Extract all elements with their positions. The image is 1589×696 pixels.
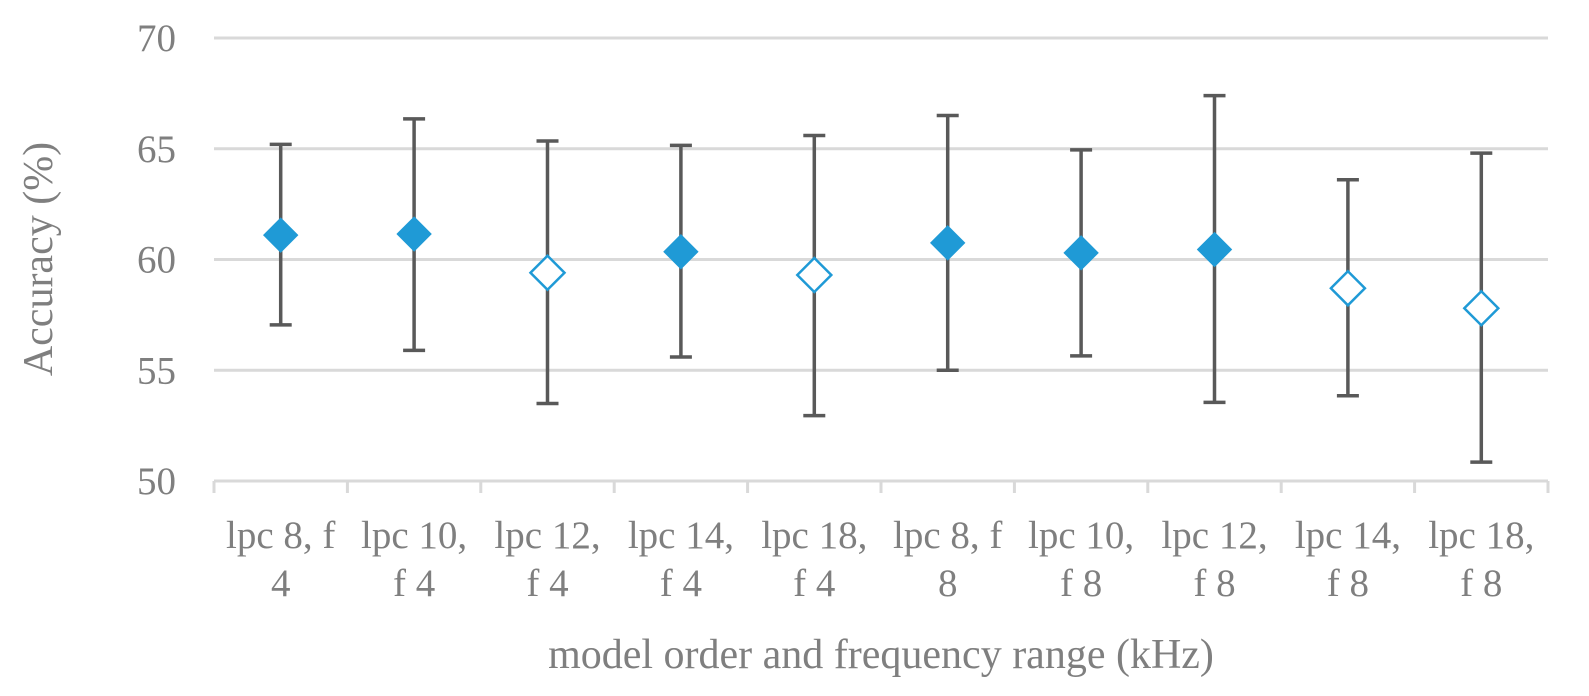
- data-point-filled: [1063, 235, 1099, 271]
- data-point-hollow: [528, 254, 567, 292]
- x-tick-label: lpc 18, f 8: [1428, 514, 1534, 605]
- data-point-filled: [262, 217, 299, 253]
- y-tick-label: 55: [137, 349, 176, 392]
- y-tick-label: 50: [137, 460, 176, 503]
- gridlines: [214, 36, 1548, 372]
- data-point-filled: [396, 216, 432, 252]
- data-point-filled: [663, 234, 699, 270]
- x-axis: [212, 479, 1550, 493]
- data-point-hollow: [1462, 289, 1501, 327]
- x-tick-labels: lpc 8, f 4 lpc 10, f 4 lpc 12, f 4 lpc 14, f 4 l…: [226, 514, 1534, 605]
- y-tick-label: 60: [137, 239, 176, 282]
- data-point-hollow: [1329, 269, 1367, 308]
- y-tick-labels: 50 55 60 65 70: [137, 17, 176, 503]
- x-tick-label: lpc 14, f 8: [1295, 514, 1401, 605]
- x-tick-label: lpc 18, f 4: [761, 514, 867, 605]
- x-tick-label: lpc 12, f 8: [1161, 514, 1267, 605]
- y-axis-title: Accuracy (%): [16, 142, 62, 376]
- x-tick-label: lpc 14, f 4: [628, 514, 734, 605]
- x-axis-title: model order and frequency range (kHz): [548, 632, 1214, 678]
- data-point-hollow: [795, 256, 834, 294]
- error-bars: [269, 93, 1493, 464]
- x-tick-label: lpc 10, f 8: [1028, 514, 1134, 605]
- data-point-filled: [929, 225, 966, 261]
- y-tick-label: 70: [137, 17, 176, 60]
- data-points: [262, 216, 1501, 327]
- x-tick-label: lpc 12, f 4: [494, 514, 600, 605]
- x-tick-label: lpc 10, f 4: [361, 514, 467, 605]
- data-point-filled: [1196, 231, 1233, 268]
- y-tick-label: 65: [137, 128, 176, 171]
